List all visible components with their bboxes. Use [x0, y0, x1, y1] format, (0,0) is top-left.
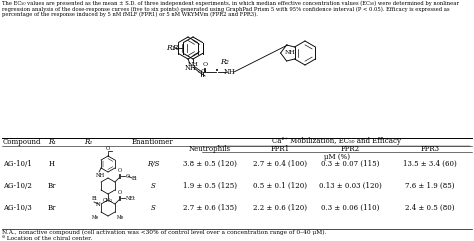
Text: NH: NH	[223, 68, 235, 76]
Text: 2.7 ± 0.4 (100): 2.7 ± 0.4 (100)	[253, 160, 307, 168]
Text: Br: Br	[48, 182, 56, 190]
Text: H: H	[49, 160, 55, 168]
Text: O: O	[118, 190, 122, 195]
Text: μM (%): μM (%)	[324, 153, 350, 161]
Text: O: O	[202, 62, 208, 67]
Text: 3.8 ± 0.5 (120): 3.8 ± 0.5 (120)	[183, 160, 237, 168]
Text: R₂: R₂	[220, 58, 229, 66]
Text: Me: Me	[91, 215, 99, 220]
Text: FPR3: FPR3	[420, 145, 439, 153]
Text: O: O	[201, 69, 206, 74]
Text: NEt: NEt	[126, 195, 136, 201]
Text: Ca²⁺ Mobilization, EC₅₀ and Efficacy: Ca²⁺ Mobilization, EC₅₀ and Efficacy	[273, 137, 401, 145]
Text: N.A., nonactive compound (cell activation was <30% of control level over a conce: N.A., nonactive compound (cell activatio…	[2, 230, 327, 235]
Text: R₂: R₂	[84, 138, 92, 146]
Text: Br: Br	[48, 204, 56, 212]
Text: 0.3 ± 0.06 (110): 0.3 ± 0.06 (110)	[321, 204, 379, 212]
Text: regression analysis of the dose-response curves (five to six points) generated u: regression analysis of the dose-response…	[2, 7, 450, 12]
Text: 0.13 ± 0.03 (120): 0.13 ± 0.03 (120)	[319, 182, 382, 190]
Text: R₁: R₁	[48, 138, 56, 146]
Text: •: •	[215, 68, 219, 74]
Text: 1.9 ± 0.5 (125): 1.9 ± 0.5 (125)	[183, 182, 237, 190]
Text: FPR1: FPR1	[271, 145, 290, 153]
Text: 2.2 ± 0.6 (120): 2.2 ± 0.6 (120)	[253, 204, 307, 212]
Text: AG-10/1: AG-10/1	[3, 160, 32, 168]
Text: R₁: R₁	[172, 44, 180, 52]
Text: O: O	[106, 147, 110, 152]
Text: 2.4 ± 0.5 (80): 2.4 ± 0.5 (80)	[405, 204, 455, 212]
Text: R₁: R₁	[166, 44, 175, 52]
Text: 0.3 ± 0.07 (115): 0.3 ± 0.07 (115)	[321, 160, 379, 168]
Text: Et: Et	[91, 196, 97, 201]
Text: The EC₅₀ values are presented as the mean ± S.D. of three independent experiment: The EC₅₀ values are presented as the mea…	[2, 1, 459, 6]
Text: AG-10/2: AG-10/2	[3, 182, 32, 190]
Text: NH: NH	[284, 51, 295, 55]
Text: 13.5 ± 3.4 (60): 13.5 ± 3.4 (60)	[403, 160, 457, 168]
Text: Me: Me	[117, 215, 124, 220]
Text: O: O	[118, 168, 122, 174]
Text: S: S	[151, 204, 155, 212]
Text: NH: NH	[188, 62, 199, 67]
Text: ª Location of the chiral center.: ª Location of the chiral center.	[2, 235, 92, 241]
Text: R/S: R/S	[147, 160, 159, 168]
Text: FPR2: FPR2	[340, 145, 360, 153]
Text: percentage of the response induced by 5 nM fMLF (FPR1) or 5 nM WKYMVm (FPR2 and : percentage of the response induced by 5 …	[2, 12, 258, 17]
Text: 0.5 ± 0.1 (120): 0.5 ± 0.1 (120)	[253, 182, 307, 190]
Text: Neutrophils: Neutrophils	[189, 145, 231, 153]
Text: Compound: Compound	[3, 138, 42, 146]
Text: 2.7 ± 0.6 (135): 2.7 ± 0.6 (135)	[183, 204, 237, 212]
Text: AG-10/3: AG-10/3	[3, 204, 32, 212]
Text: 7.6 ± 1.9 (85): 7.6 ± 1.9 (85)	[405, 182, 455, 190]
Text: NH: NH	[184, 65, 196, 73]
Text: N: N	[95, 201, 100, 207]
Text: NH: NH	[95, 173, 105, 178]
Text: S: S	[151, 182, 155, 190]
Text: CH₃: CH₃	[103, 199, 113, 203]
Text: O: O	[126, 174, 130, 179]
Text: Et: Et	[132, 175, 137, 181]
Text: Enantiomer: Enantiomer	[132, 138, 174, 146]
